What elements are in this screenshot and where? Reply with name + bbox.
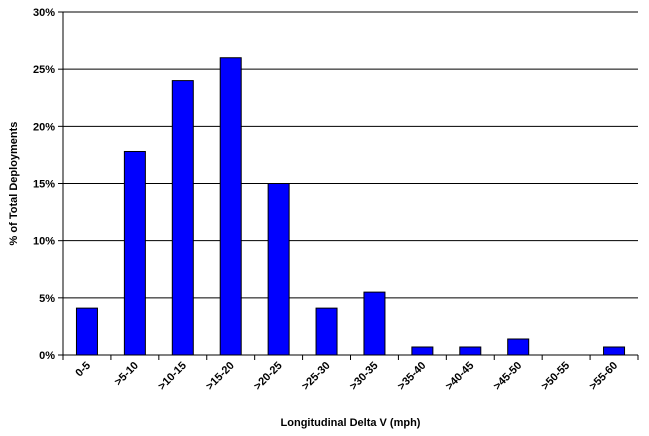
x-tick-label: >55-60 bbox=[587, 360, 620, 393]
y-tick-label: 0% bbox=[39, 350, 55, 362]
y-tick-label: 25% bbox=[33, 64, 55, 76]
y-axis-title: % of Total Deployments bbox=[8, 122, 20, 246]
x-tick-label: >10-15 bbox=[156, 360, 189, 393]
y-tick-label: 30% bbox=[33, 7, 55, 19]
bar bbox=[459, 346, 482, 356]
x-tick-label: >25-30 bbox=[300, 360, 333, 393]
y-tick-label: 5% bbox=[39, 293, 55, 305]
x-axis-title: Longitudinal Delta V (mph) bbox=[281, 417, 421, 429]
y-tick-label: 20% bbox=[33, 121, 55, 133]
x-tick-label: >20-25 bbox=[252, 360, 285, 393]
bar bbox=[603, 346, 626, 356]
x-tick-label: >40-45 bbox=[443, 360, 476, 393]
bar bbox=[219, 57, 242, 356]
x-tick-label: >5-10 bbox=[112, 360, 141, 389]
x-tick-label: >45-50 bbox=[491, 360, 524, 393]
y-tick-labels: 0% 5% 10% 15% 20% 25% 30% bbox=[33, 7, 55, 362]
bar bbox=[411, 346, 434, 356]
bar bbox=[267, 183, 290, 356]
bars bbox=[75, 57, 626, 356]
x-tick-label: >50-55 bbox=[539, 360, 572, 393]
bar bbox=[171, 80, 194, 356]
x-tick-labels: 0-5 >5-10 >10-15 >15-20 >20-25 >25-30 >30-35 >3… bbox=[73, 360, 620, 393]
bar bbox=[123, 150, 146, 356]
x-tick-label: 0-5 bbox=[73, 360, 93, 380]
bar bbox=[75, 307, 98, 356]
axes bbox=[58, 11, 639, 360]
bar bbox=[507, 338, 530, 356]
x-tick-label: >35-40 bbox=[396, 360, 429, 393]
y-tick-label: 10% bbox=[33, 236, 55, 248]
bar bbox=[315, 307, 338, 356]
bar bbox=[363, 291, 386, 356]
y-tick-label: 15% bbox=[33, 179, 55, 191]
x-tick-label: >30-35 bbox=[348, 360, 381, 393]
gridlines bbox=[63, 11, 638, 299]
x-tick-label: >15-20 bbox=[204, 360, 237, 393]
